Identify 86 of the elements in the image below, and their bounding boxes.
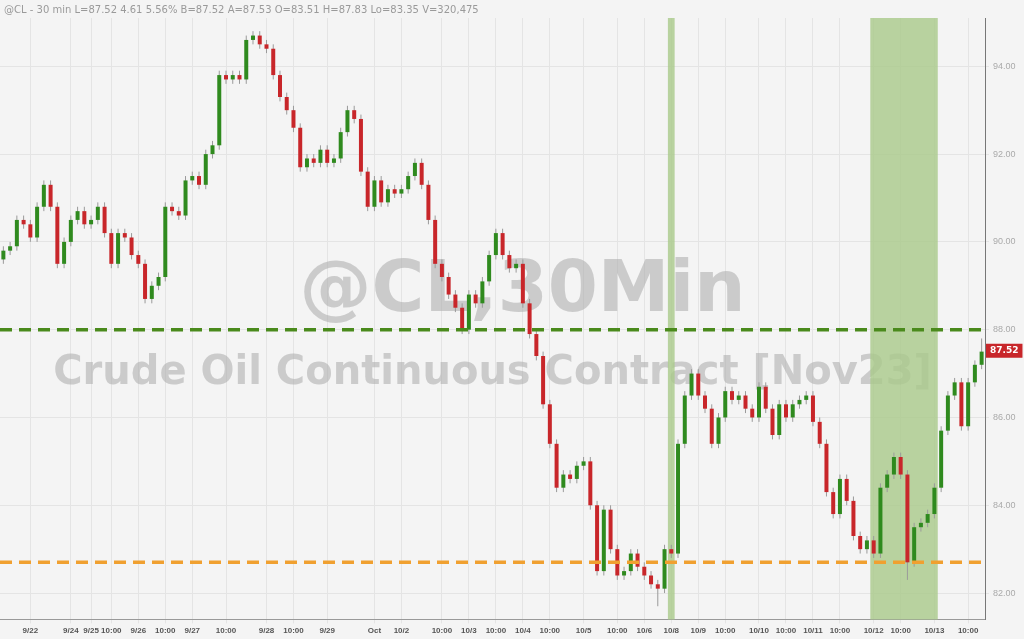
candlestick [655, 579, 660, 607]
x-tick-label: 10/13 [924, 626, 945, 636]
candlestick [561, 469, 566, 493]
candlestick [891, 452, 896, 480]
x-tick-label: 9/26 [130, 626, 147, 636]
candlestick [419, 157, 424, 190]
candlestick [385, 184, 390, 208]
candlestick [844, 474, 849, 506]
x-tick-label: 10:00 [215, 626, 237, 636]
x-tick-label: 10:00 [890, 626, 912, 636]
x-tick-label: 10/4 [515, 626, 532, 636]
candlestick [277, 70, 282, 102]
candlestick [8, 241, 13, 256]
candlestick [979, 337, 984, 370]
x-tick-label: 10:00 [607, 626, 629, 636]
x-tick-label: 9/27 [184, 626, 201, 636]
x-tick-label: 9/25 [83, 626, 100, 636]
x-tick-label: 10/8 [663, 626, 680, 636]
candlestick [972, 359, 977, 388]
x-tick-label: 10:00 [539, 626, 561, 636]
candlestick [783, 399, 788, 423]
x-tick-label: 10:00 [431, 626, 453, 636]
x-tick-label: 10/10 [748, 626, 770, 636]
candlestick [871, 535, 876, 559]
x-tick-label: 10:00 [829, 626, 851, 636]
x-tick-label: 9/29 [319, 626, 336, 636]
candlestick [41, 179, 46, 212]
x-tick-label: 10/3 [461, 626, 478, 636]
candlestick [574, 460, 579, 484]
text: @CL - 30 min L=87.52 4.61 5.56% B=87.52 A=87.53 O=83.51 H=87.83 Lo=83.35 V=320,475 [4, 3, 479, 15]
y-tick-label: 88.00 [993, 324, 1016, 335]
x-tick-label: 10/6 [636, 626, 653, 636]
x-tick-label: 10/12 [863, 626, 885, 636]
x-tick-label: 10:00 [155, 626, 177, 636]
candlestick [331, 153, 336, 168]
y-tick-label: 86.00 [993, 411, 1016, 422]
candlestick [406, 171, 411, 195]
x-tick-label: 10:00 [101, 626, 123, 636]
x-tick-label: 9/28 [258, 626, 275, 636]
candlestick [304, 153, 309, 173]
candlestick [952, 377, 957, 401]
x-tick-label: 10/9 [690, 626, 707, 636]
x-tick-label: 10:00 [715, 626, 737, 636]
candlestick [325, 144, 330, 168]
x-tick-label: 10:00 [775, 626, 797, 636]
candlestick [885, 469, 890, 493]
candlestick [62, 236, 67, 269]
candlestick [898, 452, 903, 480]
candlestick [28, 219, 33, 243]
candlestick [831, 487, 836, 519]
annotation: 87.52 [990, 345, 1019, 356]
candlestick [412, 157, 417, 181]
x-tick-label: 10:00 [957, 626, 979, 636]
y-tick-label: 82.00 [993, 587, 1016, 598]
candlestick [291, 105, 296, 133]
x-tick-label: 10/2 [393, 626, 410, 636]
candlestick [622, 566, 627, 581]
y-tick-label: 94.00 [993, 60, 1016, 71]
candlestick [649, 570, 654, 590]
candlestick [48, 179, 53, 212]
candlestick [82, 206, 87, 230]
candlestick [743, 390, 748, 414]
x-tick-label: 10/11 [803, 626, 824, 636]
candlestick [68, 215, 73, 247]
candlestick [284, 92, 289, 116]
x-tick-label: 10:00 [283, 626, 305, 636]
candlestick [790, 399, 795, 423]
candlestick [345, 105, 350, 138]
candlestick [129, 232, 134, 260]
x-tick-label: 10/5 [575, 626, 592, 636]
candlestick [858, 531, 863, 555]
y-tick-label: 92.00 [993, 148, 1016, 159]
x-tick-label: Oct [367, 626, 382, 636]
candlestick [864, 535, 869, 555]
candlestick [817, 416, 822, 449]
y-tick-label: 90.00 [993, 236, 1016, 247]
candlestick [703, 390, 708, 414]
x-tick-label: 9/22 [22, 626, 39, 636]
candlestick [95, 201, 100, 225]
y-tick-label: 84.00 [993, 499, 1016, 510]
x-tick-label: 10:00 [485, 626, 507, 636]
candlestick [318, 144, 323, 168]
candlestick [534, 329, 539, 361]
candlestick [379, 175, 384, 208]
x-tick-label: 9/24 [63, 626, 80, 636]
candlestick [149, 280, 154, 304]
